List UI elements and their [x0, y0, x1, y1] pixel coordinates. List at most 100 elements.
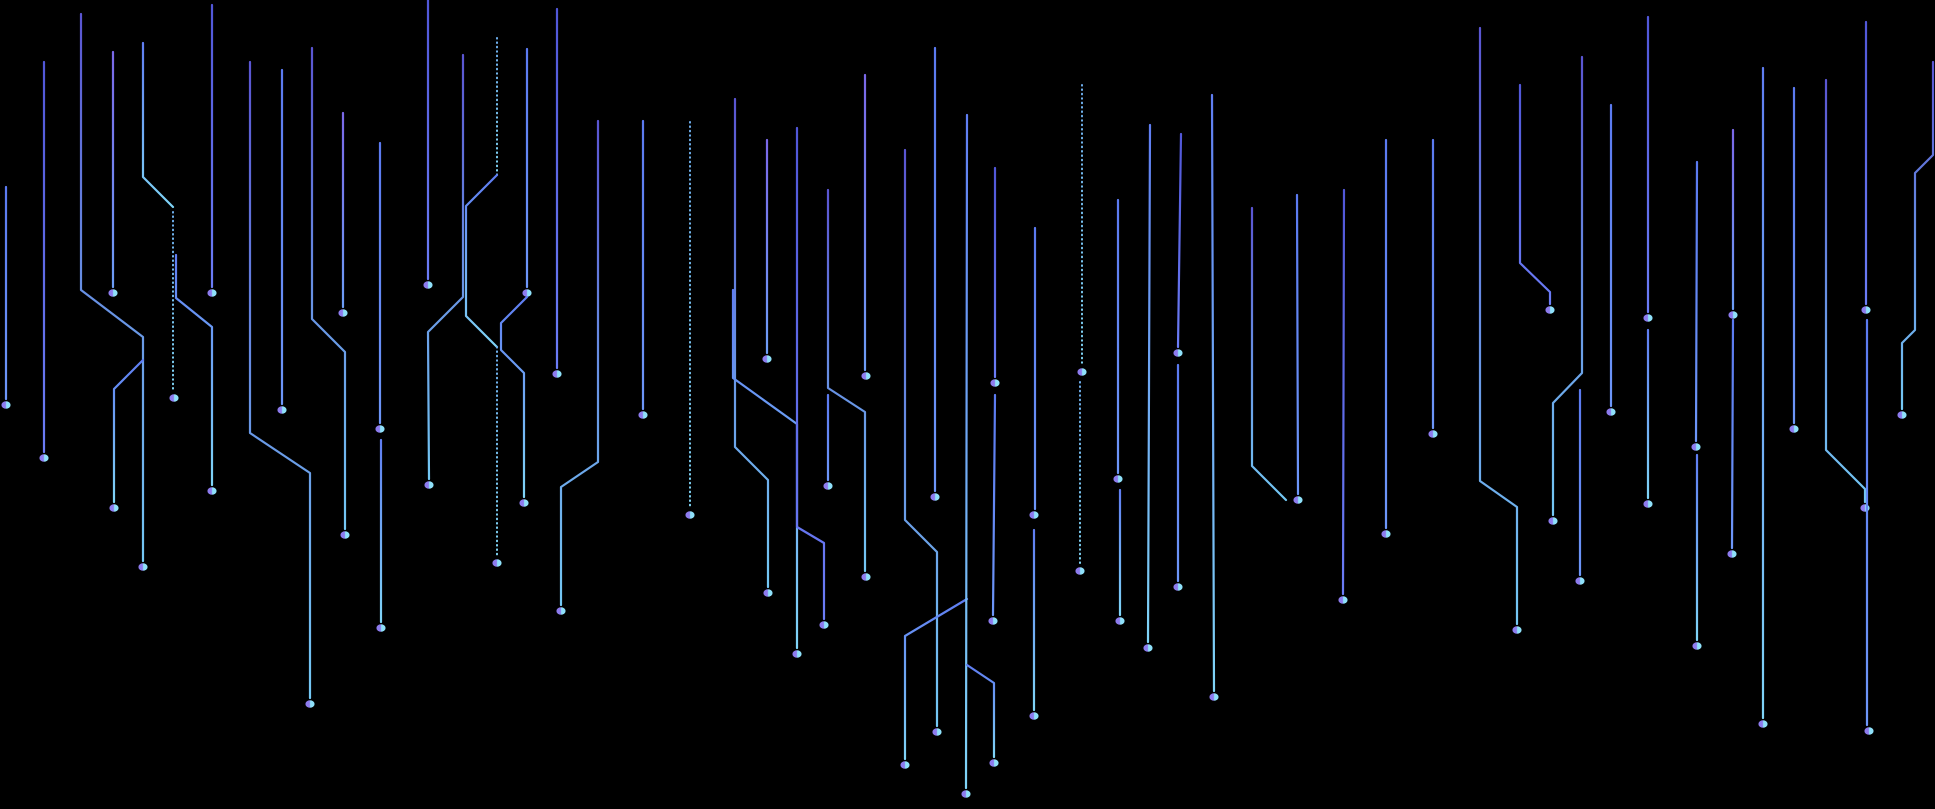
trace-endpoint-dot [338, 309, 348, 317]
trace-endpoint-dot [423, 281, 433, 289]
trace-endpoint-dot [1, 401, 11, 409]
circuit-trace-line [1518, 83, 1552, 306]
trace-endpoint-dot [1728, 311, 1738, 319]
trace-endpoint-dot [1143, 644, 1153, 652]
trace-endpoint-dot [424, 481, 434, 489]
trace-endpoint-dot [1692, 642, 1702, 650]
trace-endpoint-dot [1643, 314, 1653, 322]
trace-endpoint-dot [930, 493, 940, 501]
trace-endpoint-dot [1338, 596, 1348, 604]
circuit-trace-line [1694, 160, 1699, 443]
trace-endpoint-dot [1075, 567, 1085, 575]
circuit-trace-line [112, 358, 145, 504]
trace-endpoint-dot [1428, 430, 1438, 438]
circuit-trace-line [731, 288, 799, 650]
circuit-trace-line [310, 46, 347, 531]
trace-endpoint-dot [1548, 517, 1558, 525]
trace-endpoint-dot [1691, 443, 1701, 451]
trace-endpoint-dot [277, 406, 287, 414]
circuit-trace-line [991, 393, 997, 617]
circuit-trace-line [426, 53, 465, 481]
trace-endpoint-dot [638, 411, 648, 419]
trace-endpoint-dot [1861, 306, 1871, 314]
trace-endpoint-dot [1860, 504, 1870, 512]
trace-endpoint-dot [207, 487, 217, 495]
trace-endpoint-dot [900, 761, 910, 769]
trace-endpoint-dot [961, 790, 971, 798]
trace-endpoint-dot [1897, 411, 1907, 419]
trace-endpoint-dot [108, 289, 118, 297]
trace-endpoint-dot [305, 700, 315, 708]
trace-endpoint-dot [1606, 408, 1616, 416]
circuit-trace-line [733, 97, 770, 589]
trace-endpoint-dot [552, 370, 562, 378]
circuit-trace-line [1210, 93, 1216, 693]
trace-endpoint-dot [492, 559, 502, 567]
trace-endpoint-dot [1575, 577, 1585, 585]
trace-endpoint-dot [861, 573, 871, 581]
trace-endpoint-dot [1643, 500, 1653, 508]
trace-endpoint-dot [1727, 550, 1737, 558]
trace-endpoint-dot [792, 650, 802, 658]
circuit-trace-line [795, 126, 826, 621]
trace-endpoint-dot [1029, 712, 1039, 720]
trace-endpoint-dot [1113, 475, 1123, 483]
trace-endpoint-dot [990, 379, 1000, 387]
trace-endpoint-dot [763, 589, 773, 597]
trace-endpoint-dot [1293, 496, 1303, 504]
trace-endpoint-dot [1077, 368, 1087, 376]
trace-endpoint-dot [1758, 720, 1768, 728]
trace-endpoint-dot [138, 563, 148, 571]
circuit-trace-line [499, 295, 529, 499]
trace-endpoint-dot [109, 504, 119, 512]
trace-endpoint-dot [1789, 425, 1799, 433]
trace-endpoint-dot [340, 531, 350, 539]
trace-endpoint-dot [762, 355, 772, 363]
circuit-trace-line [1341, 188, 1346, 596]
trace-endpoint-dot [1173, 583, 1183, 591]
trace-endpoint-dot [556, 607, 566, 615]
circuit-trace-line [903, 148, 939, 728]
circuit-trace-line [965, 663, 996, 759]
trace-endpoint-dot [819, 621, 829, 629]
trace-endpoint-dot [169, 394, 179, 402]
trace-endpoint-dot [376, 624, 386, 632]
circuit-trace-line [826, 188, 867, 573]
trace-endpoint-dot [1545, 306, 1555, 314]
trace-endpoint-dot [375, 425, 385, 433]
circuit-trace-line [1551, 55, 1584, 517]
circuit-trace-line [1478, 26, 1519, 626]
trace-endpoint-dot [39, 454, 49, 462]
circuit-trace-line [248, 60, 312, 700]
trace-endpoint-dot [685, 511, 695, 519]
circuit-trace-line [1900, 60, 1935, 411]
circuit-trace-line [964, 113, 969, 790]
trace-endpoint-dot [989, 759, 999, 767]
trace-endpoint-dot [1512, 626, 1522, 634]
trace-endpoint-dot [988, 617, 998, 625]
circuit-trace-line [1176, 132, 1183, 349]
trace-endpoint-dot [1115, 617, 1125, 625]
circuit-trace-line [1824, 78, 1867, 504]
trace-endpoint-dot [823, 482, 833, 490]
circuit-trace-line [559, 119, 600, 607]
circuit-trace-line [79, 12, 145, 563]
circuit-trace-line [1250, 206, 1288, 502]
circuit-trace-line [903, 597, 969, 761]
circuit-trace-line [464, 173, 499, 349]
trace-endpoint-dot [522, 289, 532, 297]
trace-endpoint-dot [519, 499, 529, 507]
trace-endpoint-dot [932, 728, 942, 736]
trace-endpoint-dot [1381, 530, 1391, 538]
trace-endpoint-dot [861, 372, 871, 380]
circuit-trace-line [141, 41, 175, 209]
circuit-trace-line [1730, 318, 1735, 550]
trace-endpoint-dot [1864, 727, 1874, 735]
circuit-trace-line [174, 253, 214, 487]
trace-endpoint-dot [1173, 349, 1183, 357]
circuit-trace-line [1295, 193, 1300, 496]
trace-endpoint-dot [207, 289, 217, 297]
trace-endpoint-dot [1209, 693, 1219, 701]
